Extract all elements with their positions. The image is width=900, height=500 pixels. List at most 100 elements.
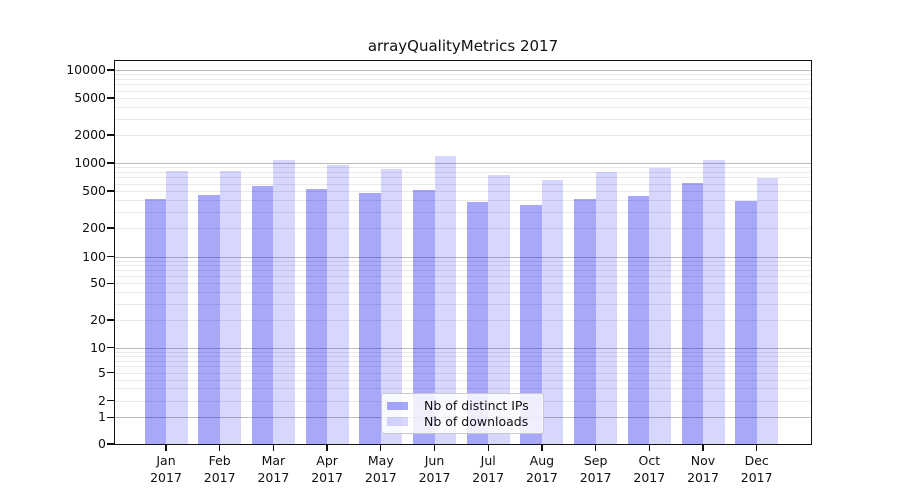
- gridline-minor: [115, 260, 811, 262]
- gridline-minor: [115, 211, 811, 213]
- gridline-minor: [115, 98, 811, 99]
- year-label: 2017: [687, 470, 719, 485]
- bar-downloads-aug: [541, 179, 564, 444]
- year-label: 2017: [364, 470, 397, 485]
- gridline-minor: [115, 366, 811, 368]
- y-tick: [107, 227, 115, 229]
- gridline-minor: [115, 351, 811, 353]
- gridline-minor: [115, 172, 811, 173]
- x-tick: [219, 444, 221, 451]
- year-label: 2017: [418, 470, 451, 485]
- bar-ips-dec: [735, 200, 757, 444]
- bar-ips-apr: [305, 189, 328, 444]
- gridline-minor: [115, 276, 811, 278]
- x-tick-label-sep: Sep 2017: [564, 452, 628, 486]
- gridline-minor: [115, 270, 811, 272]
- x-tick: [380, 444, 382, 451]
- gridline-minor: [115, 360, 811, 362]
- bar-ips-jun: [413, 190, 435, 444]
- x-tick: [433, 444, 436, 451]
- bar-ips-mar: [251, 186, 274, 444]
- x-tick: [702, 444, 704, 451]
- gridline-minor: [115, 228, 811, 229]
- gridline-minor: [115, 135, 811, 136]
- x-tick-label-feb: Feb 2017: [188, 452, 252, 486]
- x-tick: [165, 444, 167, 451]
- legend-swatch-downloads: [387, 417, 408, 426]
- gridline-minor: [115, 388, 811, 390]
- y-tick-label: 2000: [74, 127, 106, 142]
- y-tick: [107, 443, 115, 445]
- year-label: 2017: [525, 470, 558, 485]
- bar-ips-jul: [466, 201, 489, 444]
- bar-ips-aug: [520, 205, 542, 444]
- legend-label-distinct-ips: Nb of distinct IPs: [424, 398, 529, 414]
- gridline-major: [115, 163, 811, 164]
- x-tick: [272, 444, 275, 451]
- month-label: Aug: [529, 453, 555, 468]
- gridline-minor: [115, 79, 811, 80]
- y-tick: [107, 347, 115, 349]
- bar-ips-oct: [627, 195, 650, 444]
- gridline-minor: [115, 372, 811, 374]
- x-tick-label-may: May 2017: [349, 452, 413, 486]
- gridline-minor: [115, 355, 811, 357]
- gridline-minor: [115, 107, 811, 108]
- bar-downloads-sep: [595, 172, 618, 444]
- x-tick-label-dec: Dec 2017: [725, 452, 789, 486]
- gridline-major: [115, 70, 811, 71]
- year-label: 2017: [150, 470, 182, 485]
- month-label: Jan: [156, 453, 176, 468]
- bar-ips-sep: [574, 199, 596, 444]
- y-tick: [107, 97, 115, 99]
- y-tick-label: 500: [82, 183, 106, 198]
- y-tick-label: 20: [90, 312, 106, 327]
- y-tick-label: 1000: [74, 155, 106, 170]
- x-tick-label-jan: Jan 2017: [134, 452, 198, 486]
- month-label: Jul: [480, 453, 496, 468]
- x-tick-label-apr: Apr 2017: [295, 452, 359, 486]
- y-tick-label: 50: [90, 275, 106, 291]
- year-label: 2017: [579, 470, 612, 485]
- bar-ips-nov: [681, 183, 703, 444]
- gridline-minor: [115, 74, 811, 76]
- y-tick: [107, 282, 115, 284]
- year-label: 2017: [311, 470, 343, 485]
- gridline-minor: [115, 177, 811, 179]
- y-tick: [107, 256, 115, 258]
- gridline-minor: [115, 84, 811, 86]
- x-tick-label-nov: Nov 2017: [671, 452, 735, 486]
- bar-ips-jan: [144, 199, 166, 444]
- x-tick: [326, 444, 328, 451]
- x-tick-label-oct: Oct 2017: [617, 452, 681, 486]
- bar-downloads-mar: [273, 159, 295, 444]
- y-tick-label: 1: [98, 409, 106, 425]
- legend-label-downloads: Nb of downloads: [424, 413, 529, 429]
- x-tick-label-aug: Aug 2017: [510, 452, 574, 486]
- year-label: 2017: [203, 470, 236, 485]
- gridline-minor: [115, 191, 811, 192]
- bar-downloads-nov: [703, 159, 725, 444]
- y-tick: [107, 69, 115, 71]
- year-label: 2017: [472, 470, 505, 485]
- x-tick: [756, 444, 758, 451]
- y-tick-label: 5: [98, 364, 106, 380]
- month-label: Apr: [316, 453, 338, 468]
- gridline-minor: [115, 183, 811, 185]
- gridline-minor: [115, 265, 811, 267]
- x-tick-label-jun: Jun 2017: [403, 452, 467, 486]
- month-label: Jun: [424, 453, 445, 468]
- x-tick-label-mar: Mar 2017: [241, 452, 305, 486]
- bar-downloads-oct: [649, 167, 671, 444]
- gridline-minor: [115, 90, 811, 92]
- bar-downloads-jan: [166, 171, 188, 444]
- bar-downloads-jul: [488, 174, 510, 444]
- chart-title: arrayQualityMetrics 2017: [367, 37, 559, 55]
- bar-downloads-feb: [219, 171, 242, 444]
- chart-legend: Nb of distinct IPs Nb of downloads: [381, 393, 544, 434]
- legend-swatch-distinct-ips: [387, 401, 408, 410]
- gridline-major: [115, 347, 811, 349]
- y-tick: [107, 162, 115, 164]
- bar-downloads-apr: [327, 165, 349, 444]
